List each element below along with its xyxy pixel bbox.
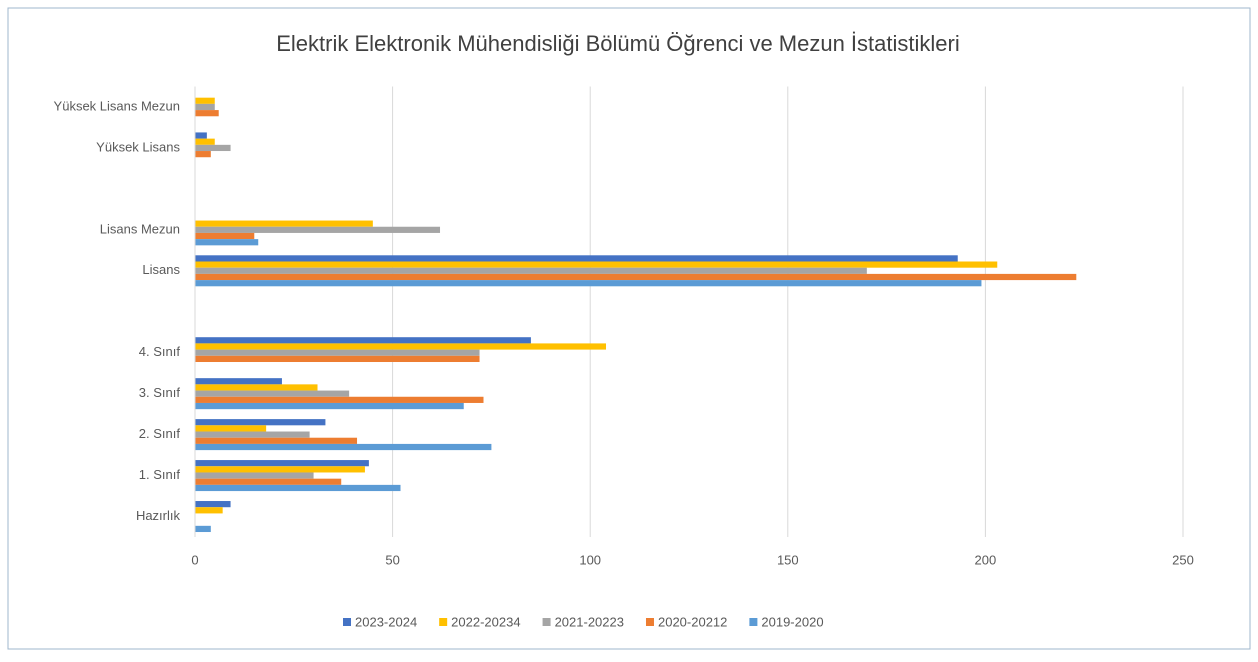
bar bbox=[195, 110, 219, 117]
bar bbox=[195, 443, 492, 451]
bar bbox=[195, 472, 314, 479]
bar bbox=[195, 507, 223, 514]
bar bbox=[195, 384, 318, 391]
y-tick-label: Hazırlık bbox=[136, 508, 181, 523]
legend-swatch bbox=[542, 618, 551, 626]
legend-swatch bbox=[439, 618, 448, 626]
y-tick-label: 2. Sınıf bbox=[139, 426, 181, 441]
bar bbox=[195, 437, 358, 444]
bar bbox=[195, 466, 365, 473]
bar bbox=[195, 261, 998, 268]
bar bbox=[195, 484, 401, 492]
bar bbox=[195, 232, 255, 240]
bar bbox=[195, 337, 531, 344]
bar bbox=[195, 425, 267, 432]
legend-label: 2023-2024 bbox=[355, 614, 417, 629]
bar bbox=[195, 478, 342, 485]
bar bbox=[195, 501, 231, 508]
chart-title: Elektrik Elektronik Mühendisliği Bölümü … bbox=[276, 31, 959, 56]
legend-label: 2022-20234 bbox=[451, 614, 520, 629]
bar bbox=[195, 390, 350, 397]
bar bbox=[195, 226, 441, 233]
bar bbox=[195, 460, 369, 467]
x-tick-label: 0 bbox=[191, 552, 198, 567]
bar bbox=[195, 525, 211, 533]
bar bbox=[195, 267, 867, 274]
bar bbox=[195, 349, 480, 356]
bar bbox=[195, 144, 231, 152]
x-tick-label: 200 bbox=[975, 552, 997, 567]
y-tick-label: 4. Sınıf bbox=[139, 344, 181, 359]
bar bbox=[195, 255, 958, 262]
y-tick-label: 3. Sınıf bbox=[139, 385, 181, 400]
y-tick-label: Lisans Mezun bbox=[100, 221, 180, 236]
legend-swatch bbox=[645, 618, 654, 626]
bar bbox=[195, 280, 982, 287]
bar bbox=[195, 355, 480, 363]
y-tick-label: Lisans bbox=[142, 262, 180, 277]
bar bbox=[195, 273, 1077, 281]
bar bbox=[195, 138, 215, 145]
y-tick-label: Yüksek Lisans bbox=[96, 139, 180, 154]
bar bbox=[195, 151, 211, 158]
bar bbox=[195, 239, 259, 246]
x-tick-label: 250 bbox=[1172, 552, 1194, 567]
legend-label: 2021-20223 bbox=[555, 614, 624, 629]
bar bbox=[195, 431, 310, 438]
x-tick-label: 100 bbox=[579, 552, 601, 567]
legend-label: 2019-2020 bbox=[761, 614, 823, 629]
bar bbox=[195, 343, 607, 350]
x-tick-label: 150 bbox=[777, 552, 799, 567]
bar bbox=[195, 396, 484, 403]
legend-label: 2020-20212 bbox=[658, 614, 727, 629]
legend-swatch bbox=[749, 618, 758, 626]
bar bbox=[195, 97, 215, 104]
bar bbox=[195, 378, 282, 385]
x-tick-label: 50 bbox=[385, 552, 399, 567]
bar bbox=[195, 419, 326, 426]
y-tick-label: Yüksek Lisans Mezun bbox=[54, 98, 180, 113]
bar bbox=[195, 103, 215, 111]
bar bbox=[195, 220, 373, 227]
bar bbox=[195, 402, 464, 410]
legend-swatch bbox=[343, 618, 351, 626]
bar bbox=[195, 132, 207, 139]
y-tick-label: 1. Sınıf bbox=[139, 467, 181, 482]
